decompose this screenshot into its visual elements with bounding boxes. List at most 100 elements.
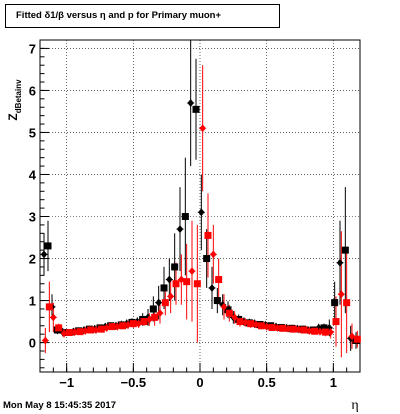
- data-point-marker: [97, 325, 105, 333]
- data-point-marker: [183, 278, 191, 286]
- data-point-marker: [129, 320, 137, 328]
- data-point-marker: [242, 318, 249, 327]
- data-point-marker: [331, 299, 339, 307]
- data-point-marker: [181, 213, 189, 221]
- data-point-marker: [231, 313, 238, 322]
- data-point-marker: [155, 298, 162, 307]
- data-point-marker: [160, 284, 168, 292]
- tick-labels: −1 −0.5 0 0.5 1 0 1 2 3 4 5 6 7: [29, 41, 337, 390]
- data-point-marker: [336, 258, 344, 267]
- data-point-marker: [300, 326, 308, 334]
- x-tick-label: −1: [59, 375, 74, 390]
- data-point-marker: [103, 323, 110, 332]
- data-point-marker: [87, 326, 95, 334]
- data-point-marker: [44, 242, 52, 250]
- data-point-marker: [187, 99, 194, 108]
- data-point-marker: [92, 325, 100, 334]
- data-point-marker: [188, 267, 196, 276]
- data-point-marker: [353, 335, 361, 343]
- data-point-marker: [257, 322, 265, 330]
- data-point-marker: [210, 250, 217, 259]
- data-point-marker: [332, 318, 340, 326]
- data-point-marker: [284, 324, 292, 333]
- data-point-marker: [348, 332, 356, 341]
- data-point-marker: [42, 336, 49, 345]
- data-point-marker: [225, 309, 233, 317]
- data-point-marker: [178, 275, 185, 284]
- data-point-marker: [172, 280, 180, 288]
- y-tick-label: 2: [29, 252, 36, 267]
- data-point-marker: [40, 250, 48, 259]
- data-point-marker: [149, 305, 157, 313]
- data-point-marker: [198, 208, 205, 217]
- data-point-marker: [320, 324, 328, 332]
- data-point-marker: [204, 231, 212, 239]
- data-point-marker: [166, 275, 173, 284]
- y-tick-label: 1: [29, 294, 36, 309]
- y-tick-label: 6: [29, 83, 36, 98]
- data-point-marker: [252, 320, 260, 329]
- data-point-marker: [274, 323, 281, 332]
- data-point-marker: [167, 292, 174, 301]
- data-point-marker: [215, 276, 223, 284]
- data-point-marker: [316, 327, 324, 336]
- x-tick-label: −0.5: [120, 375, 146, 390]
- data-point-marker: [171, 263, 179, 271]
- data-point-marker: [45, 303, 53, 311]
- data-point-marker: [263, 322, 270, 331]
- data-point-marker: [327, 328, 334, 337]
- data-point-marker: [140, 318, 148, 326]
- y-tick-label: 5: [29, 125, 36, 140]
- timestamp: Mon May 8 15:45:35 2017: [3, 400, 117, 411]
- data-point-marker: [151, 313, 159, 321]
- y-tick-label: 4: [29, 167, 37, 182]
- axis-ticks: [39, 47, 361, 372]
- data-point-marker: [119, 322, 127, 330]
- data-point-marker: [236, 318, 244, 326]
- data-point-marker: [124, 320, 132, 329]
- data-point-marker: [135, 319, 142, 328]
- data-point-marker: [82, 326, 89, 335]
- data-point-marker: [60, 329, 68, 338]
- data-point-marker: [203, 255, 211, 263]
- data-point-marker: [146, 315, 153, 324]
- data-point-marker: [279, 324, 287, 332]
- data-point-marker: [176, 225, 184, 234]
- data-point-marker: [193, 280, 201, 288]
- x-tick-label: 0.5: [258, 375, 276, 390]
- data-point-marker: [247, 320, 255, 328]
- x-axis-label: η: [351, 398, 358, 413]
- data-point-marker: [338, 290, 345, 299]
- data-point-marker: [161, 299, 169, 307]
- data-point-marker: [295, 325, 302, 334]
- y-tick-label: 3: [29, 210, 36, 225]
- data-point-marker: [289, 325, 297, 333]
- data-point-marker: [311, 327, 319, 335]
- data-point-marker: [192, 105, 200, 113]
- x-tick-label: 1: [330, 375, 337, 390]
- data-point-marker: [321, 328, 329, 336]
- data-point-marker: [306, 326, 313, 335]
- x-tick-label: 0: [196, 375, 203, 390]
- data-point-marker: [114, 322, 121, 331]
- data-point-marker: [268, 323, 276, 331]
- y-axis-label: ZdBetainv: [6, 79, 23, 121]
- data-point-marker: [208, 283, 216, 292]
- data-point-marker: [199, 124, 206, 133]
- data-points: [40, 99, 361, 345]
- y-tick-label: 7: [29, 41, 36, 56]
- data-point-marker: [343, 299, 351, 307]
- data-point-marker: [213, 297, 221, 305]
- data-point-marker: [156, 309, 164, 318]
- data-point-marker: [108, 323, 116, 331]
- y-tick-label: 0: [29, 336, 36, 351]
- grid-lines: [40, 40, 360, 372]
- data-point-marker: [55, 324, 63, 332]
- data-point-marker: [220, 302, 228, 311]
- data-point-marker: [71, 328, 78, 337]
- chart-title: Fitted δ1/β versus η and p for Primary m…: [5, 4, 280, 28]
- data-point-marker: [76, 328, 84, 336]
- data-point-marker: [50, 313, 57, 322]
- data-point-marker: [65, 328, 73, 336]
